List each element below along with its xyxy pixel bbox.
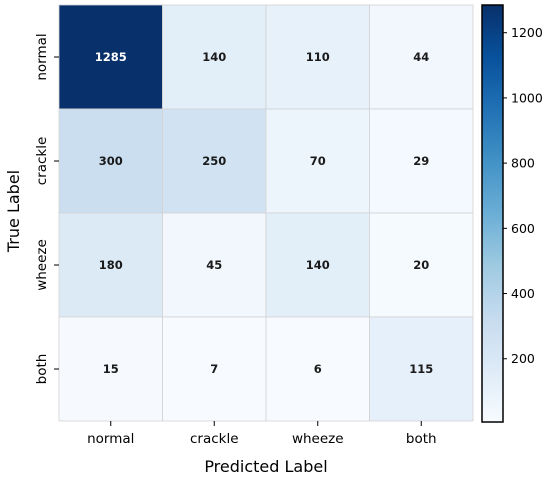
colorbar-tick-label: 1000 — [511, 90, 543, 105]
colorbar: 200 400 600 800 1000 1200 — [481, 4, 543, 423]
cell-value-label: 140 — [202, 50, 226, 64]
colorbar-tick-label: 1200 — [511, 25, 543, 40]
x-tick-label: both — [406, 431, 437, 447]
y-tick-label: crackle — [34, 137, 50, 186]
heatmap-cell — [369, 108, 474, 214]
y-tick-label: both — [34, 354, 50, 385]
cell-value-label: 29 — [413, 154, 429, 168]
cell-value-label: 1285 — [95, 50, 127, 64]
colorbar-tick-label: 800 — [511, 156, 535, 171]
cell-value-label: 6 — [314, 362, 322, 376]
y-axis-ticks: normal crackle wheeze both — [34, 33, 59, 384]
cell-value-label: 300 — [99, 154, 123, 168]
cell-value-label: 180 — [99, 258, 123, 272]
x-tick-label: wheeze — [292, 431, 344, 447]
heatmap-cell — [265, 316, 370, 422]
cell-value-label: 15 — [103, 362, 119, 376]
heatmap-cell — [162, 108, 267, 214]
y-tick-label: wheeze — [34, 239, 50, 291]
cell-value-label: 70 — [310, 154, 326, 168]
colorbar-tick-label: 200 — [511, 351, 535, 366]
heatmap-cell — [58, 4, 163, 110]
heatmap-cell — [162, 212, 267, 318]
heatmap-cell-labels: 1285 140 110 44 300 250 70 29 180 45 140 20 15 7 6 115 — [95, 50, 434, 376]
heatmap-cell — [58, 108, 163, 214]
cell-value-label: 44 — [413, 50, 429, 64]
colorbar-tick-label: 600 — [511, 221, 535, 236]
colorbar-gradient — [481, 4, 504, 423]
heatmap-cell — [369, 4, 474, 110]
heatmap-cell — [162, 4, 267, 110]
cell-value-label: 20 — [413, 258, 429, 272]
cell-value-label: 110 — [306, 50, 330, 64]
cell-value-label: 7 — [210, 362, 218, 376]
x-axis-ticks: normal crackle wheeze both — [87, 421, 437, 447]
colorbar-tick-label: 400 — [511, 286, 535, 301]
heatmap-cell — [265, 4, 370, 110]
x-tick-label: normal — [87, 431, 134, 447]
heatmap-cell — [369, 212, 474, 318]
cell-value-label: 250 — [202, 154, 226, 168]
heatmap-cells — [58, 4, 474, 422]
heatmap-cell — [162, 316, 267, 422]
y-axis-title: True Label — [4, 170, 23, 253]
cell-value-label: 140 — [306, 258, 330, 272]
y-tick-label: normal — [34, 33, 50, 80]
cell-value-label: 115 — [409, 362, 433, 376]
x-axis-title: Predicted Label — [204, 457, 327, 476]
heatmap-cell — [58, 316, 163, 422]
cell-value-label: 45 — [206, 258, 222, 272]
heatmap-cell — [369, 316, 474, 422]
x-tick-label: crackle — [190, 431, 239, 447]
